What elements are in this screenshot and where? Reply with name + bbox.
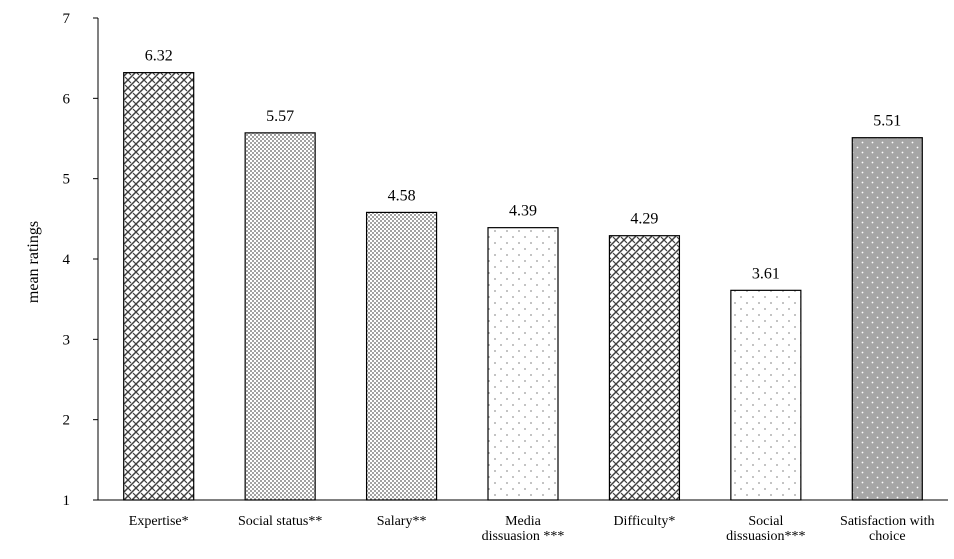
category-label-line: Media [505,514,542,529]
data-label: 5.51 [873,113,901,130]
category-label: Social dissuasion*** [726,514,805,544]
data-label: 5.57 [266,108,294,125]
category-label-line: dissuasion *** [482,529,565,544]
y-axis-title: mean ratings [25,221,42,303]
bar [851,137,923,501]
y-tick-label: 3 [63,332,71,348]
category-label-line: Satisfaction with [840,514,935,529]
data-label: 4.29 [630,211,658,228]
y-tick-label: 7 [63,11,71,27]
category-label-line: Difficulty* [613,514,675,529]
data-label: 6.32 [145,48,173,65]
bar [608,235,681,501]
bar [487,227,559,501]
bar [730,289,802,501]
category-label: Difficulty* [613,514,675,529]
category-label-line: dissuasion*** [726,529,805,544]
category-label: Social status** [238,514,322,529]
y-tick-label: 5 [63,172,71,188]
y-tick-label: 2 [63,413,71,429]
category-label-line: Social status** [238,514,322,529]
category-label-line: choice [869,529,906,544]
data-label: 3.61 [752,265,780,282]
data-labels: 6.32 5.57 4.58 4.39 4.29 3.61 5.51 [145,48,902,283]
category-labels: Expertise* Social status** Salary** Media di… [129,514,935,544]
bar [365,211,438,501]
bar [123,72,195,501]
category-label: Salary** [377,514,427,529]
y-tick-label: 1 [63,493,71,509]
y-tick-label: 4 [63,252,71,268]
data-label: 4.58 [388,187,416,204]
category-label: Media dissuasion *** [482,514,565,544]
category-label-line: Salary** [377,514,427,529]
y-tick-label: 6 [63,91,71,107]
category-label: Satisfaction with choice [840,514,935,544]
category-label: Expertise* [129,514,189,529]
category-label-line: Social [748,514,783,529]
bar [244,132,316,501]
y-axis-ticks: 1 2 3 4 5 6 7 [63,11,98,509]
bars [123,72,923,501]
category-label-line: Expertise* [129,514,189,529]
data-label: 4.39 [509,203,537,220]
